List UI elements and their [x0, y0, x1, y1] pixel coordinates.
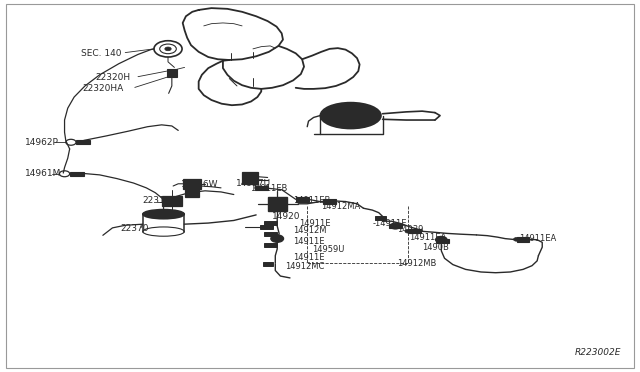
- Bar: [76, 140, 90, 144]
- Bar: [408, 229, 421, 234]
- Text: 14959U: 14959U: [312, 244, 345, 253]
- Text: 14961M: 14961M: [25, 169, 61, 178]
- Text: 14920: 14920: [272, 212, 301, 221]
- Circle shape: [271, 235, 284, 242]
- Text: 14911E: 14911E: [300, 219, 331, 228]
- Text: 14911EB: 14911EB: [293, 196, 330, 205]
- Circle shape: [390, 223, 401, 229]
- Text: 14911EA: 14911EA: [519, 234, 557, 243]
- Text: 14962P: 14962P: [25, 138, 59, 147]
- Bar: [264, 221, 277, 225]
- Bar: [260, 225, 273, 229]
- Text: 22320HA: 22320HA: [83, 84, 124, 93]
- Text: 14912MC: 14912MC: [285, 262, 324, 271]
- Text: 1490B: 1490B: [422, 243, 449, 251]
- Ellipse shape: [320, 103, 381, 129]
- Circle shape: [436, 236, 447, 243]
- Bar: [296, 197, 308, 202]
- Text: SEC. 140: SEC. 140: [81, 49, 121, 58]
- Text: 14911EA: 14911EA: [410, 232, 447, 242]
- Text: 14939: 14939: [397, 225, 423, 234]
- Bar: [242, 172, 258, 184]
- Bar: [264, 243, 277, 247]
- Bar: [264, 232, 277, 235]
- Bar: [167, 69, 177, 77]
- Text: 14911E: 14911E: [293, 253, 324, 262]
- Text: 14912MA: 14912MA: [321, 202, 360, 211]
- Circle shape: [165, 47, 172, 51]
- Bar: [255, 186, 268, 190]
- Text: 14911E: 14911E: [293, 237, 324, 246]
- Text: 14911EB: 14911EB: [250, 185, 287, 193]
- Bar: [162, 196, 182, 206]
- Text: -14911E: -14911E: [372, 219, 407, 228]
- Circle shape: [513, 237, 520, 241]
- Text: 14912M: 14912M: [293, 226, 326, 235]
- Text: 14957U: 14957U: [236, 179, 271, 187]
- Bar: [375, 217, 387, 220]
- Bar: [436, 239, 449, 243]
- Text: 22320H: 22320H: [95, 73, 131, 82]
- Bar: [182, 179, 200, 189]
- Text: R223002E: R223002E: [575, 348, 621, 357]
- Text: 22370: 22370: [121, 224, 149, 233]
- Bar: [184, 189, 198, 197]
- Text: 22310B: 22310B: [143, 196, 177, 205]
- Ellipse shape: [143, 209, 184, 219]
- Bar: [516, 237, 529, 241]
- Bar: [262, 262, 273, 266]
- Bar: [389, 224, 402, 228]
- Bar: [70, 171, 84, 176]
- Text: 14912MB: 14912MB: [397, 259, 436, 267]
- Bar: [268, 197, 287, 211]
- Circle shape: [405, 230, 412, 233]
- Bar: [323, 199, 336, 204]
- Text: 14956W: 14956W: [180, 180, 218, 189]
